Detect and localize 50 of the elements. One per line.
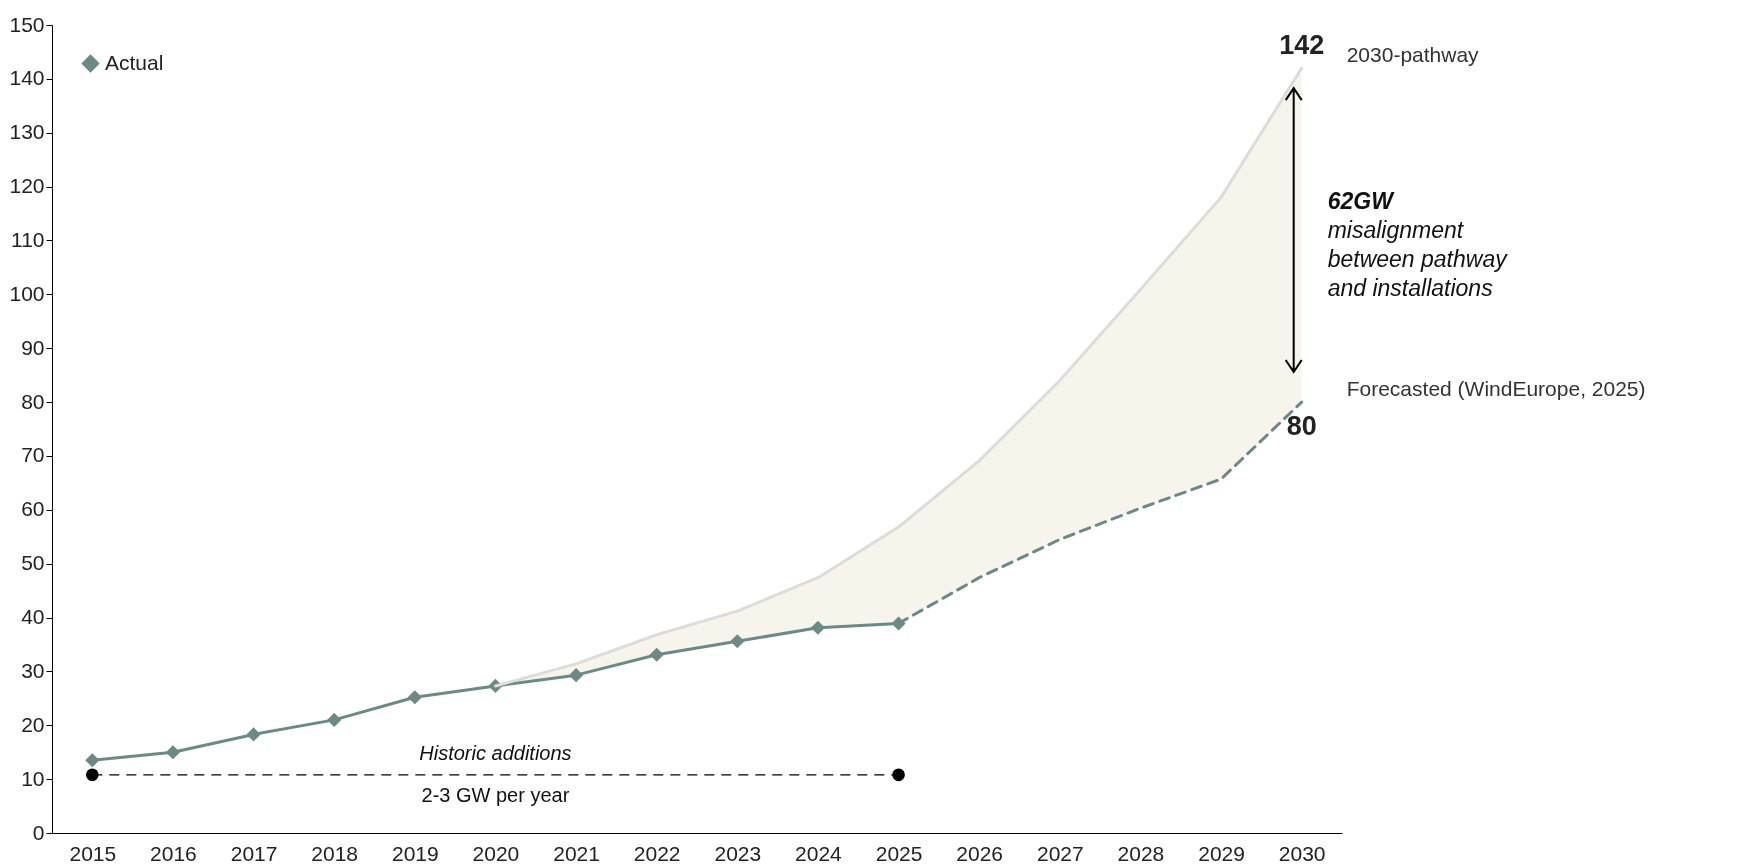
data-label: 80 bbox=[1286, 411, 1317, 442]
x-tick-label: 2015 bbox=[69, 841, 117, 865]
y-tick-label: 10 bbox=[21, 766, 45, 790]
text: Forecasted (WindEurope, 2025) bbox=[1346, 377, 1646, 401]
y-tick-label: 0 bbox=[32, 820, 45, 844]
x-tick-label: 2022 bbox=[633, 841, 681, 865]
x-tick-label: 2018 bbox=[311, 841, 359, 865]
x-tick-label: 2024 bbox=[795, 841, 843, 865]
point bbox=[649, 647, 664, 662]
point bbox=[85, 753, 100, 768]
x-tick-label: 2017 bbox=[230, 841, 278, 865]
point bbox=[730, 634, 745, 649]
y-tick-label: 100 bbox=[9, 281, 45, 305]
y-tick-label: 130 bbox=[9, 120, 45, 144]
x-tick-label: 2021 bbox=[553, 841, 600, 865]
point bbox=[892, 768, 905, 782]
y-tick-label: 80 bbox=[21, 389, 45, 413]
x-tick-label: 2019 bbox=[391, 841, 439, 865]
x-tick-label: 2030 bbox=[1278, 841, 1326, 865]
y-tick-label: 70 bbox=[21, 443, 45, 467]
y-tick-label: 110 bbox=[11, 227, 45, 251]
y-tick-label: 90 bbox=[21, 335, 45, 359]
y-tick-label: 30 bbox=[21, 658, 45, 682]
x-tick-label: 2029 bbox=[1198, 841, 1245, 865]
y-tick-label: 50 bbox=[21, 551, 45, 575]
point bbox=[327, 712, 342, 727]
x-tick-label: 2016 bbox=[150, 841, 197, 865]
y-tick-label: 60 bbox=[21, 497, 45, 521]
data-label: 142 bbox=[1279, 30, 1325, 61]
point bbox=[246, 727, 261, 742]
point bbox=[810, 620, 826, 635]
y-tick-label: 120 bbox=[9, 174, 45, 198]
x-tick-label: 2020 bbox=[472, 841, 520, 865]
point bbox=[85, 768, 99, 782]
y-tick-label: 140 bbox=[9, 66, 45, 90]
x-tick-label: 2025 bbox=[875, 841, 923, 865]
point bbox=[568, 668, 584, 683]
point bbox=[407, 690, 422, 705]
x-tick-label: 2027 bbox=[1036, 841, 1084, 865]
x-tick-label: 2026 bbox=[956, 841, 1004, 865]
x-tick-label: 2028 bbox=[1117, 841, 1165, 865]
legend-label: Actual bbox=[105, 50, 164, 74]
y-tick-label: 20 bbox=[21, 712, 45, 736]
point bbox=[165, 745, 181, 760]
y-tick-label: 150 bbox=[9, 12, 45, 36]
annotation: 62GW misalignment between pathway and installations bbox=[1327, 188, 1509, 302]
y-tick-label: 40 bbox=[21, 605, 45, 629]
annotation: Historic additions 2-3 GW per year bbox=[419, 741, 572, 806]
text: 2030-pathway bbox=[1346, 43, 1480, 67]
x-tick-label: 2023 bbox=[714, 841, 762, 865]
